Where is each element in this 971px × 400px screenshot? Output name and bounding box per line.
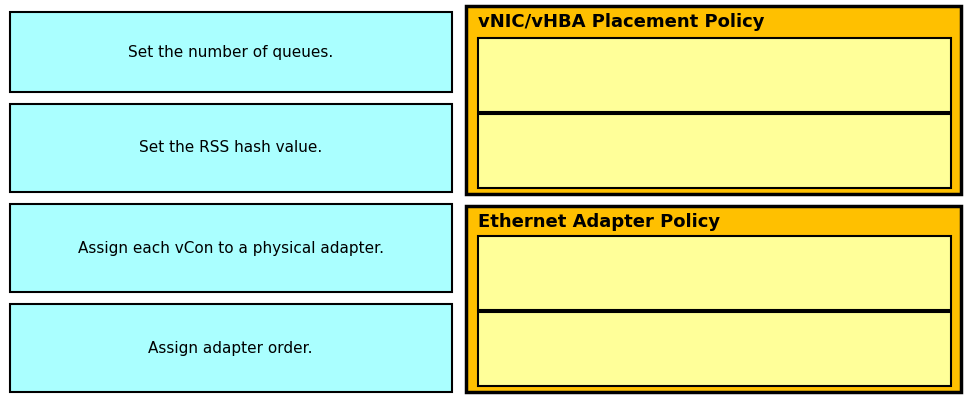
Text: vNIC/vHBA Placement Policy: vNIC/vHBA Placement Policy xyxy=(478,13,764,31)
Text: Ethernet Adapter Policy: Ethernet Adapter Policy xyxy=(478,213,720,231)
FancyBboxPatch shape xyxy=(466,6,961,194)
Text: Set the number of queues.: Set the number of queues. xyxy=(128,44,333,60)
FancyBboxPatch shape xyxy=(10,12,452,92)
FancyBboxPatch shape xyxy=(478,38,951,112)
FancyBboxPatch shape xyxy=(10,304,452,392)
Text: Set the RSS hash value.: Set the RSS hash value. xyxy=(139,140,322,156)
FancyBboxPatch shape xyxy=(478,312,951,386)
FancyBboxPatch shape xyxy=(466,206,961,392)
FancyBboxPatch shape xyxy=(10,204,452,292)
FancyBboxPatch shape xyxy=(10,104,452,192)
FancyBboxPatch shape xyxy=(478,114,951,188)
Text: Assign each vCon to a physical adapter.: Assign each vCon to a physical adapter. xyxy=(78,240,384,256)
FancyBboxPatch shape xyxy=(478,236,951,310)
Text: Assign adapter order.: Assign adapter order. xyxy=(149,340,313,356)
